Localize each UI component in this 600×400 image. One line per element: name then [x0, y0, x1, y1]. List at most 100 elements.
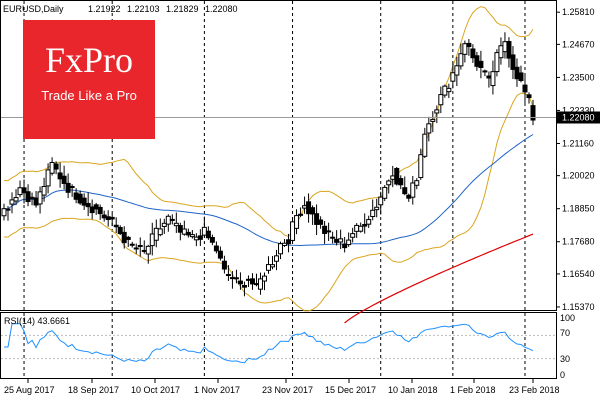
chart-header-close: 1.22080: [205, 4, 238, 14]
moving-averages: [3, 134, 534, 324]
candle-0: [1, 203, 7, 221]
candle-116: [466, 39, 472, 56]
price-tick-8: 1.16540: [562, 269, 595, 279]
candle-39: [157, 218, 163, 237]
candle-122: [490, 60, 496, 95]
candle-94: [378, 191, 384, 215]
price-tick-1: 1.24670: [562, 39, 595, 49]
price-tick-7: 1.17680: [562, 237, 595, 247]
candle-84: [338, 229, 344, 250]
candle-96: [386, 179, 392, 194]
candle-68: [274, 249, 280, 271]
candle-85: [342, 236, 348, 253]
candle-49: [197, 229, 203, 246]
candle-108: [434, 105, 440, 124]
rsi-tick-30: 30: [560, 354, 570, 364]
candle-13: [53, 161, 59, 175]
candle-53: [213, 241, 219, 254]
candle-131: [526, 92, 532, 104]
candle-120: [482, 69, 488, 77]
rsi-tick-0: 0: [560, 370, 565, 380]
chart-header-low: 1.21829: [166, 4, 199, 14]
candle-73: [294, 209, 300, 235]
candle-130: [522, 75, 528, 104]
ma-fast-line: [3, 134, 534, 247]
candle-27: [109, 213, 115, 227]
candle-55: [221, 255, 227, 274]
candle-60: [241, 281, 247, 297]
candle-103: [414, 178, 420, 190]
candle-5: [21, 179, 27, 204]
candle-104: [418, 148, 424, 180]
candle-114: [458, 43, 464, 70]
candle-40: [161, 218, 167, 234]
candle-9: [37, 186, 43, 214]
x-tick-5: 15 Dec 2017: [325, 385, 376, 395]
candle-29: [117, 225, 123, 235]
candle-20: [81, 193, 87, 211]
candle-95: [382, 185, 388, 202]
candle-98: [394, 166, 400, 186]
chart-header-open: 1.21922: [88, 4, 121, 14]
candle-77: [310, 205, 316, 225]
candle-113: [454, 56, 460, 87]
price-tick-2: 1.23500: [562, 72, 595, 82]
period-separators: [23, 1, 526, 378]
candle-52: [209, 234, 215, 246]
candle-81: [326, 222, 332, 241]
candle-80: [322, 221, 328, 244]
candle-119: [478, 50, 484, 79]
candle-66: [266, 256, 271, 274]
x-tick-3: 1 Nov 2017: [194, 385, 240, 395]
candle-123: [494, 49, 500, 77]
rsi-label: RSI(14) 43.6661: [4, 316, 70, 326]
time-axis: 25 Aug 2017 18 Sep 2017 10 Oct 2017 1 Nov 2…: [4, 378, 560, 395]
candle-129: [518, 65, 524, 83]
price-tick-4: 1.21160: [562, 138, 594, 148]
chart-header-symbol: EURUSD,Daily: [3, 4, 64, 14]
rsi-panel-frame: [0, 312, 557, 379]
candle-93: [374, 198, 380, 218]
price-tick-3: 1.22330: [562, 105, 595, 115]
candle-107: [430, 111, 436, 133]
candle-90: [362, 213, 368, 234]
candle-43: [173, 212, 179, 233]
candle-59: [237, 272, 243, 290]
logo-tagline: Trade Like a Pro: [41, 88, 137, 103]
candle-117: [470, 44, 476, 63]
candle-71: [286, 233, 292, 253]
candle-127: [510, 46, 516, 80]
x-tick-0: 25 Aug 2017: [4, 385, 55, 395]
candle-6: [25, 184, 31, 207]
candle-36: [145, 244, 151, 264]
candle-106: [426, 116, 432, 142]
candle-2: [9, 192, 15, 214]
candle-51: [205, 226, 211, 240]
candle-92: [370, 199, 376, 221]
candle-74: [298, 207, 304, 217]
candle-45: [181, 220, 187, 236]
candle-64: [257, 272, 263, 295]
candle-79: [318, 216, 324, 229]
last-price-marker: [557, 111, 600, 124]
price-panel-frame: [0, 0, 557, 311]
logo-brand: FxPro: [44, 40, 134, 80]
candle-34: [137, 237, 143, 257]
ma-slow-line: [344, 233, 534, 324]
candle-70: [282, 239, 288, 247]
candle-69: [278, 241, 284, 260]
candle-15: [61, 165, 67, 190]
candle-22: [89, 199, 95, 220]
fxpro-logo: FxPro Trade Like a Pro: [23, 20, 155, 139]
candle-65: [261, 272, 267, 291]
rsi-tick-100: 100: [560, 313, 575, 323]
candle-99: [398, 175, 404, 190]
candle-126: [506, 37, 512, 68]
x-tick-4: 23 Nov 2017: [262, 385, 313, 395]
x-tick-8: 23 Feb 2018: [509, 385, 560, 395]
candle-31: [125, 235, 131, 248]
candle-100: [402, 176, 408, 196]
chart-header-high: 1.22103: [127, 4, 160, 14]
x-tick-1: 18 Sep 2017: [68, 385, 119, 395]
candle-115: [462, 40, 468, 63]
